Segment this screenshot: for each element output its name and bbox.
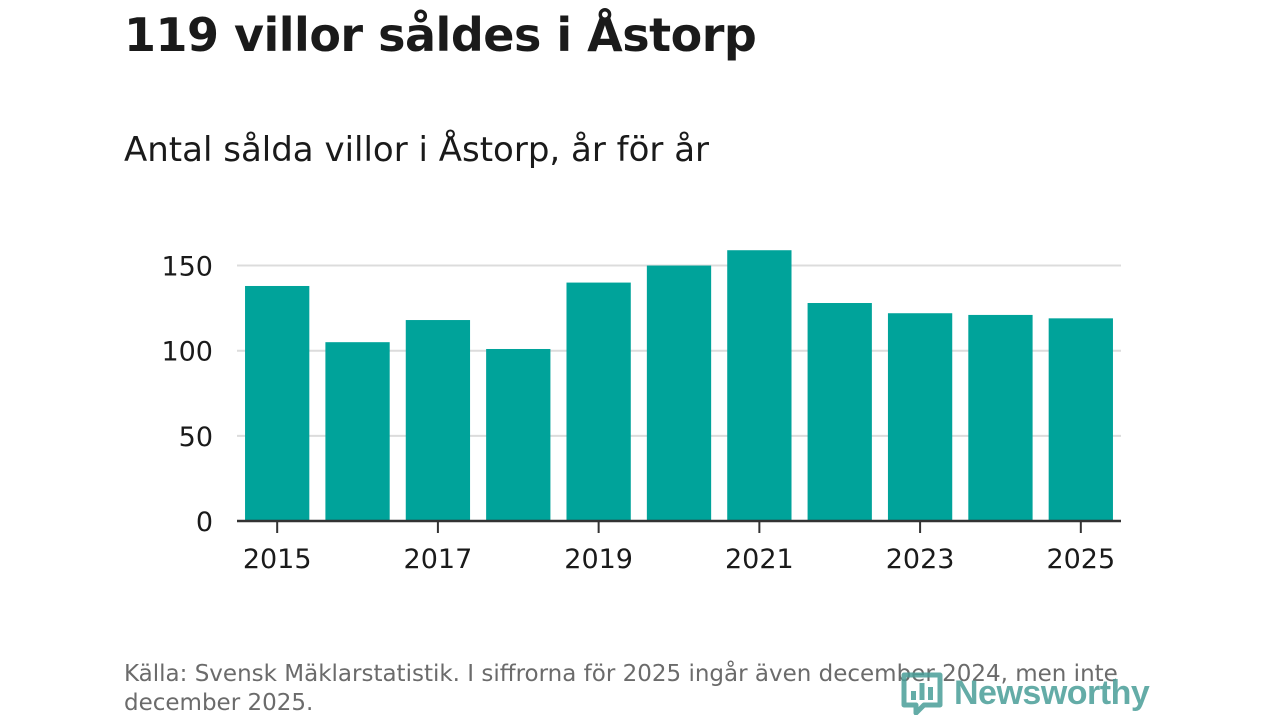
- bar-2019: [566, 282, 631, 521]
- bar-2023: [887, 313, 953, 521]
- x-tick-label-2021: 2021: [725, 544, 794, 575]
- bar-2016: [325, 342, 390, 521]
- bars: [245, 250, 1113, 521]
- bar-2025: [1048, 318, 1113, 521]
- x-tick-label-2017: 2017: [404, 544, 473, 575]
- bar-2015: [245, 285, 310, 521]
- axes: 0 50 100 150 2015 2017 2019 2021 2023 2025: [161, 252, 1121, 575]
- bar-2024: [968, 314, 1033, 521]
- bar-2022: [807, 303, 872, 521]
- x-tick-label-2023: 2023: [886, 544, 955, 575]
- y-tick-label-0: 0: [196, 507, 213, 538]
- brand-logo[interactable]: Newsworthy: [900, 668, 1150, 718]
- source-note: Källa: Svensk Mäklarstatistik. I siffror…: [124, 661, 1118, 716]
- x-tick-label-2015: 2015: [243, 544, 312, 575]
- y-tick-label-150: 150: [161, 252, 213, 283]
- y-tick-label-50: 50: [179, 422, 213, 453]
- bar-2017: [405, 320, 471, 521]
- bar-2020: [646, 265, 712, 521]
- headline: 119 villor såldes i Åstorp: [124, 8, 757, 62]
- bar-2018: [486, 348, 551, 521]
- bar-chart-logo-icon: [901, 672, 943, 715]
- bar-2021: [727, 250, 792, 521]
- y-tick-label-100: 100: [161, 337, 213, 368]
- x-tick-label-2025: 2025: [1046, 544, 1115, 575]
- x-tick-label-2019: 2019: [564, 544, 633, 575]
- brand-name: Newsworthy: [954, 673, 1150, 712]
- chart-subtitle: Antal sålda villor i Åstorp, år för år: [124, 130, 710, 170]
